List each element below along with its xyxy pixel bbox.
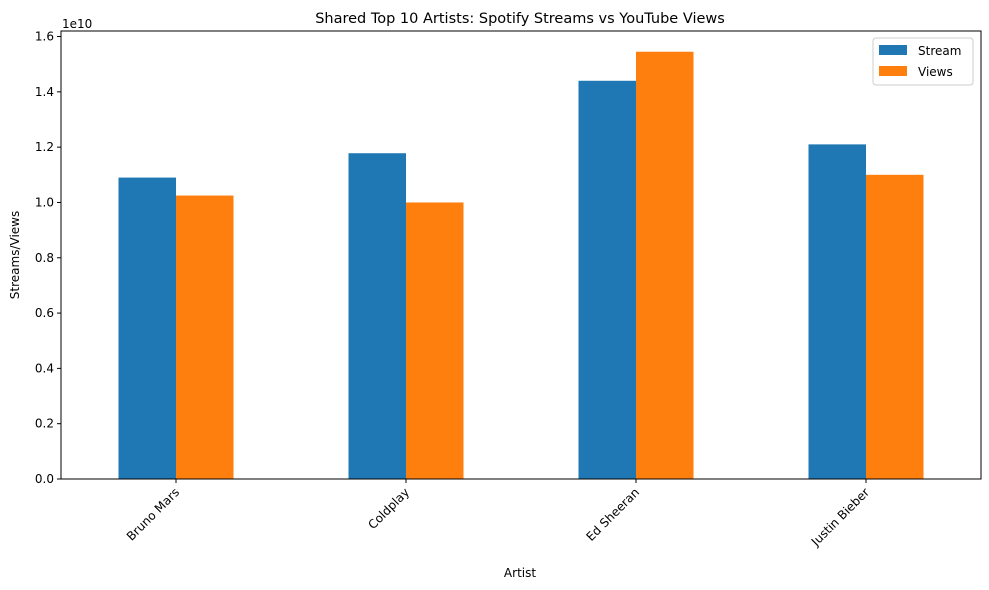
x-tick-label: Bruno Mars bbox=[124, 485, 182, 543]
y-axis-label: Streams/Views bbox=[8, 211, 22, 299]
legend-label-stream: Stream bbox=[918, 44, 961, 58]
legend-swatch-stream bbox=[879, 45, 907, 55]
bar-stream-0 bbox=[118, 177, 176, 479]
x-tick-label: Justin Bieber bbox=[808, 485, 872, 549]
y-tick-label: 1.6 bbox=[35, 30, 54, 44]
bars-group bbox=[118, 51, 924, 480]
y-tick-label: 0.8 bbox=[35, 251, 54, 265]
bar-stream-3 bbox=[808, 144, 866, 479]
legend: Stream Views bbox=[872, 37, 974, 86]
legend-label-views: Views bbox=[918, 65, 953, 79]
chart-title: Shared Top 10 Artists: Spotify Streams v… bbox=[315, 11, 725, 27]
bar-views-0 bbox=[176, 195, 234, 479]
x-tick-label: Ed Sheeran bbox=[583, 485, 642, 544]
legend-swatch-views bbox=[879, 66, 907, 76]
bar-views-2 bbox=[636, 51, 694, 479]
x-tick-label: Coldplay bbox=[365, 485, 412, 532]
bar-stream-1 bbox=[348, 153, 406, 479]
y-tick-label: 0.0 bbox=[35, 472, 54, 486]
x-ticks-group: Bruno Mars Coldplay Ed Sheeran Justin Biebe… bbox=[124, 479, 872, 549]
y-offset-label: 1e10 bbox=[62, 17, 92, 31]
plot-frame bbox=[60, 30, 982, 480]
y-tick-label: 1.4 bbox=[35, 85, 54, 99]
y-tick-label: 0.2 bbox=[35, 417, 54, 431]
x-axis-label: Artist bbox=[504, 566, 536, 580]
bar-views-3 bbox=[866, 174, 924, 479]
y-tick-label: 0.6 bbox=[35, 306, 54, 320]
y-tick-label: 1.0 bbox=[35, 195, 54, 209]
bar-stream-2 bbox=[578, 80, 636, 480]
y-tick-label: 1.2 bbox=[35, 140, 54, 154]
bar-views-1 bbox=[406, 202, 464, 479]
y-tick-label: 0.4 bbox=[35, 361, 54, 375]
y-ticks-group: 0.0 0.2 0.4 0.6 0.8 1.0 1.2 1.4 1.6 bbox=[35, 30, 61, 486]
